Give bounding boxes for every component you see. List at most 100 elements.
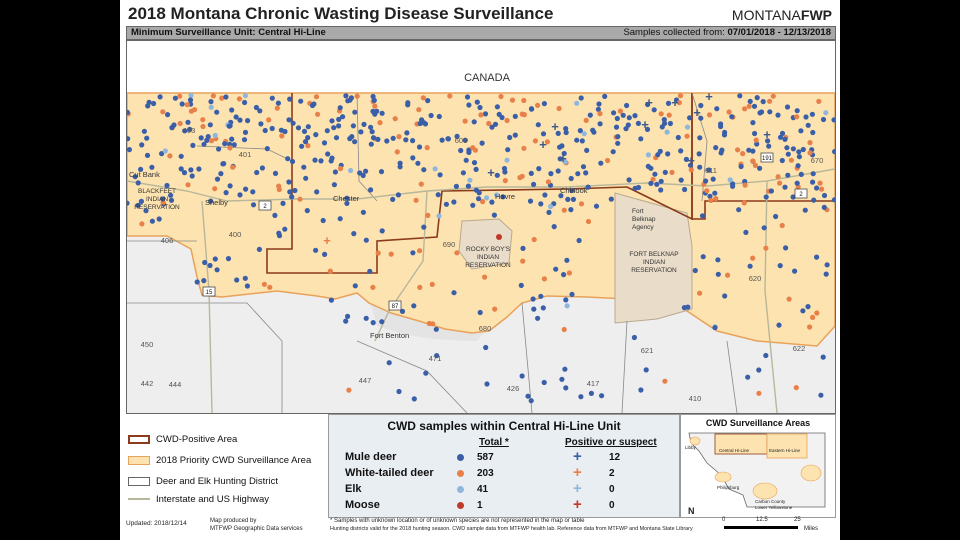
sample-dot <box>397 160 403 166</box>
sample-dot <box>141 128 147 134</box>
sample-dot <box>585 184 591 190</box>
sample-dot <box>436 213 442 219</box>
sample-dot <box>626 177 632 183</box>
map-panel[interactable]: + + + + + + + + + + + + CANADA Cut Bank BLACKFEET I… <box>126 40 836 414</box>
sample-dot <box>432 166 438 172</box>
sample-dot <box>800 146 806 153</box>
district-number: 600 <box>455 136 468 145</box>
sample-dot <box>299 143 305 149</box>
sample-dot <box>473 166 479 172</box>
sample-dot <box>518 282 524 288</box>
sample-dot <box>551 224 557 230</box>
sample-dot <box>823 271 829 277</box>
sample-dot <box>416 107 422 113</box>
map-canvas[interactable]: + + + + + + + + + + + + CANADA Cut Bank BLACKFEET I… <box>127 41 835 413</box>
sample-dot <box>394 149 400 155</box>
sample-dot <box>243 186 249 192</box>
sample-dot <box>415 160 421 166</box>
sample-dot <box>352 109 358 115</box>
sample-dot <box>331 125 337 131</box>
sample-dot <box>145 103 151 109</box>
sample-dot <box>722 293 728 299</box>
sample-dot <box>241 137 248 143</box>
district-number: 400 <box>229 230 242 239</box>
sample-dot <box>411 303 417 309</box>
sample-dot <box>519 373 525 379</box>
sample-dot <box>289 194 295 200</box>
sample-dot <box>345 98 351 104</box>
sample-dot <box>413 197 419 203</box>
map-sheet: 2018 Montana Chronic Wasting Disease Sur… <box>120 0 840 540</box>
sample-dot <box>608 196 614 202</box>
sample-dot <box>484 195 490 201</box>
sample-dot <box>290 120 296 126</box>
sample-dot <box>363 315 369 321</box>
sample-dot <box>770 93 776 99</box>
sample-dot <box>425 212 431 218</box>
sample-dot <box>751 103 758 109</box>
place-fort-belknap-res-1: FORT BELKNAP <box>629 251 678 258</box>
sample-dot <box>617 108 623 114</box>
sample-dot <box>370 93 376 100</box>
sample-dot <box>225 256 232 262</box>
district-number: 401 <box>239 150 252 159</box>
sample-dot <box>478 112 484 118</box>
district-number: 450 <box>141 340 154 349</box>
sample-dot <box>492 121 499 127</box>
sample-dot <box>548 171 554 177</box>
sample-dot <box>351 231 357 237</box>
place-blackfeet-2: INDIAN <box>146 196 168 203</box>
sample-dot <box>337 105 343 111</box>
sample-dot <box>336 116 342 122</box>
district-number: 426 <box>507 384 520 393</box>
sample-dot <box>346 387 352 393</box>
sample-dot <box>793 385 799 391</box>
sample-dot <box>333 135 340 141</box>
sample-dot <box>127 147 132 153</box>
sample-dot <box>713 145 719 151</box>
sample-dot <box>520 245 526 251</box>
sample-dot <box>561 150 567 157</box>
scale-unit: Miles <box>804 526 819 532</box>
sample-dot <box>498 93 504 100</box>
producer-line-1: Map produced by <box>210 518 257 524</box>
sample-dot <box>615 140 621 146</box>
sample-dot <box>229 136 235 142</box>
place-fort-benton: Fort Benton <box>370 331 409 340</box>
inset-label-lower-yellowstone: Lower Yellowstone <box>755 505 793 510</box>
sample-dot <box>350 123 356 129</box>
sample-dot <box>214 176 221 182</box>
positive-cross-icon: + <box>573 448 582 465</box>
sample-dot <box>201 278 207 284</box>
positive-cross-marker: + <box>641 117 649 132</box>
sample-dot <box>546 209 552 215</box>
sample-dot <box>242 129 249 135</box>
sample-dot <box>563 385 569 391</box>
place-rocky-boys-3: RESERVATION <box>465 262 511 269</box>
sample-dot <box>156 216 162 222</box>
sample-dot <box>226 123 232 129</box>
sample-dot <box>187 97 194 103</box>
sample-dot <box>127 136 131 142</box>
sample-dot <box>823 110 829 116</box>
sample-dot <box>817 180 823 186</box>
sample-dot <box>466 147 472 153</box>
sample-dot <box>474 99 480 105</box>
district-number: 444 <box>169 380 182 389</box>
sample-dot <box>184 102 190 108</box>
sample-dot <box>757 110 763 116</box>
sample-dot <box>420 95 426 101</box>
sample-dot <box>754 141 760 147</box>
sample-dot <box>566 270 572 276</box>
sample-dot <box>423 370 429 376</box>
sample-dot <box>421 167 427 173</box>
sample-dot <box>754 95 760 101</box>
positive-cross-icon: + <box>573 496 582 513</box>
sample-dot <box>821 192 828 199</box>
sample-dot <box>187 126 193 132</box>
sample-dot <box>494 192 500 198</box>
sample-dot <box>599 393 605 399</box>
sample-dot <box>315 111 321 117</box>
sample-dot <box>820 116 827 123</box>
sample-dot <box>768 188 775 194</box>
